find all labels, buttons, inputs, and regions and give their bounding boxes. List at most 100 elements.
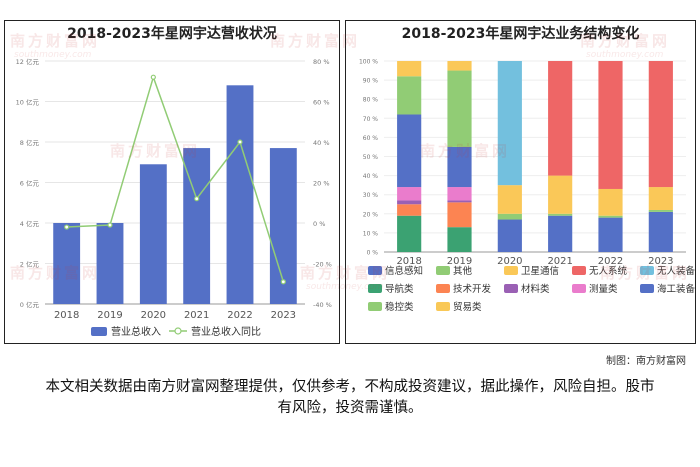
left-axis-tick-label: 10 亿元 — [16, 98, 40, 107]
legend-swatch-revenue — [91, 327, 107, 336]
legend-label: 测量类 — [589, 283, 618, 295]
stack-segment — [397, 187, 422, 201]
stack-segment — [397, 204, 422, 216]
legend-label: 稳控类 — [385, 301, 414, 313]
legend-swatch — [436, 266, 450, 275]
yoy-growth-point — [280, 279, 286, 285]
left-axis-tick-label: 4 亿元 — [20, 219, 40, 228]
legend-swatch — [436, 302, 450, 311]
x-axis-tick-label: 2018 — [54, 310, 79, 321]
legend-swatch — [368, 266, 382, 275]
stack-segment — [447, 202, 472, 228]
x-axis-tick-label: 2022 — [598, 256, 623, 267]
stack-segment — [648, 211, 673, 252]
revenue-chart-panel: 2018-2023年星网宇达营收状况 0 亿元 2 亿元 4 亿元 6 亿元 8 亿元 1… — [4, 20, 340, 344]
legend-label-yoy: 营业总收入同比 — [191, 325, 261, 338]
right-axis-tick-label: -20 % — [313, 261, 332, 269]
y-axis-tick-label: 80 % — [363, 97, 379, 104]
legend-swatch — [504, 284, 518, 293]
stack-segment — [548, 215, 573, 252]
x-axis-tick-label: 2023 — [271, 310, 296, 321]
legend-label-revenue: 营业总收入 — [111, 325, 161, 338]
legend-label: 无人系统 — [589, 265, 628, 277]
left-axis-tick-label: 8 亿元 — [20, 138, 40, 147]
x-axis-tick-label: 2019 — [447, 256, 472, 267]
y-axis-tick-label: 60 % — [363, 135, 379, 142]
legend-swatch — [572, 266, 586, 275]
y-axis-tick-label: 50 % — [363, 154, 379, 161]
yoy-growth-point — [64, 224, 70, 230]
stack-segment — [598, 188, 623, 216]
stack-segment — [598, 61, 623, 189]
left-axis-tick-label: 0 亿元 — [20, 300, 40, 309]
right-axis-tick-label: 40 % — [313, 139, 330, 147]
y-axis-tick-label: 40 % — [363, 173, 379, 180]
y-axis-tick-label: 90 % — [363, 78, 379, 85]
stack-segment — [447, 146, 472, 188]
x-axis-tick-label: 2023 — [648, 256, 673, 267]
right-axis-tick-label: 0 % — [313, 220, 325, 228]
x-axis-tick-label: 2021 — [547, 256, 572, 267]
stack-segment — [548, 213, 573, 216]
structure-chart-title: 2018-2023年星网宇达业务结构变化 — [401, 26, 640, 42]
y-axis-tick-label: 20 % — [363, 211, 379, 218]
x-axis-tick-label: 2021 — [184, 310, 209, 321]
legend-swatch — [436, 284, 450, 293]
legend-swatch — [368, 302, 382, 311]
stack-segment — [397, 114, 422, 188]
legend-label: 贸易类 — [453, 301, 482, 313]
yoy-growth-point — [107, 222, 113, 228]
yoy-growth-line — [66, 74, 285, 282]
legend-label: 海工装备 — [657, 283, 696, 295]
stack-segment — [598, 217, 623, 252]
legend-marker-yoy — [174, 327, 182, 335]
stack-segment — [397, 76, 422, 115]
stack-segment — [497, 219, 522, 252]
y-axis-tick-label: 100 % — [359, 59, 378, 66]
legend-swatch — [368, 284, 382, 293]
y-axis-tick-label: 30 % — [363, 192, 379, 199]
legend-swatch — [640, 284, 654, 293]
stack-segment — [648, 61, 673, 188]
yoy-growth-point — [194, 196, 200, 202]
left-axis-tick-label: 6 亿元 — [20, 179, 40, 188]
x-axis-tick-label: 2018 — [396, 256, 421, 267]
right-axis-tick-label: 20 % — [313, 180, 330, 188]
stack-segment — [397, 215, 422, 252]
right-axis-tick-label: 60 % — [313, 99, 330, 107]
legend-label: 卫星通信 — [521, 265, 559, 277]
stack-segment — [447, 61, 472, 71]
revenue-chart-title: 2018-2023年星网宇达营收状况 — [67, 26, 277, 42]
disclaimer-text: 本文相关数据由南方财富网整理提供，仅供参考，不构成投资建议，据此操作，风险自担。… — [45, 379, 655, 416]
stack-segment — [497, 61, 522, 186]
stack-segment — [447, 200, 472, 203]
legend-label: 技术开发 — [453, 283, 492, 295]
stack-segment — [598, 215, 623, 218]
right-axis-tick-label: 80 % — [313, 58, 330, 66]
x-axis-tick-label: 2020 — [497, 256, 522, 267]
legend-label: 信息感知 — [385, 265, 423, 277]
revenue-chart-svg: 0 亿元 2 亿元 4 亿元 6 亿元 8 亿元 10 亿元 12 亿元 -40 % -20 %… — [16, 57, 332, 338]
x-axis-tick-label: 2022 — [227, 310, 252, 321]
revenue-bar — [139, 164, 167, 304]
legend-label: 其他 — [453, 265, 473, 277]
legend-label: 无人装备 — [657, 265, 696, 277]
legend-label: 材料类 — [521, 283, 550, 295]
revenue-bar — [226, 85, 254, 304]
left-axis-tick-label: 12 亿元 — [16, 57, 40, 66]
x-axis-tick-label: 2020 — [141, 310, 166, 321]
yoy-growth-point — [237, 139, 243, 145]
revenue-bar — [96, 223, 124, 304]
left-axis-tick-label: 2 亿元 — [20, 260, 40, 269]
stack-segment — [497, 213, 522, 220]
stack-segment — [497, 185, 522, 214]
stack-segment — [648, 209, 673, 212]
stack-segment — [648, 187, 673, 210]
legend-swatch — [572, 284, 586, 293]
stack-segment — [548, 175, 573, 214]
structure-chart-panel: 2018-2023年星网宇达业务结构变化 0 % 10 % 20 % 30 % 40 %… — [345, 20, 696, 344]
revenue-bar — [53, 223, 81, 304]
y-axis-tick-label: 70 % — [363, 116, 379, 123]
legend-swatch — [504, 266, 518, 275]
chart-credit: 制图：南方财富网 — [606, 356, 686, 367]
